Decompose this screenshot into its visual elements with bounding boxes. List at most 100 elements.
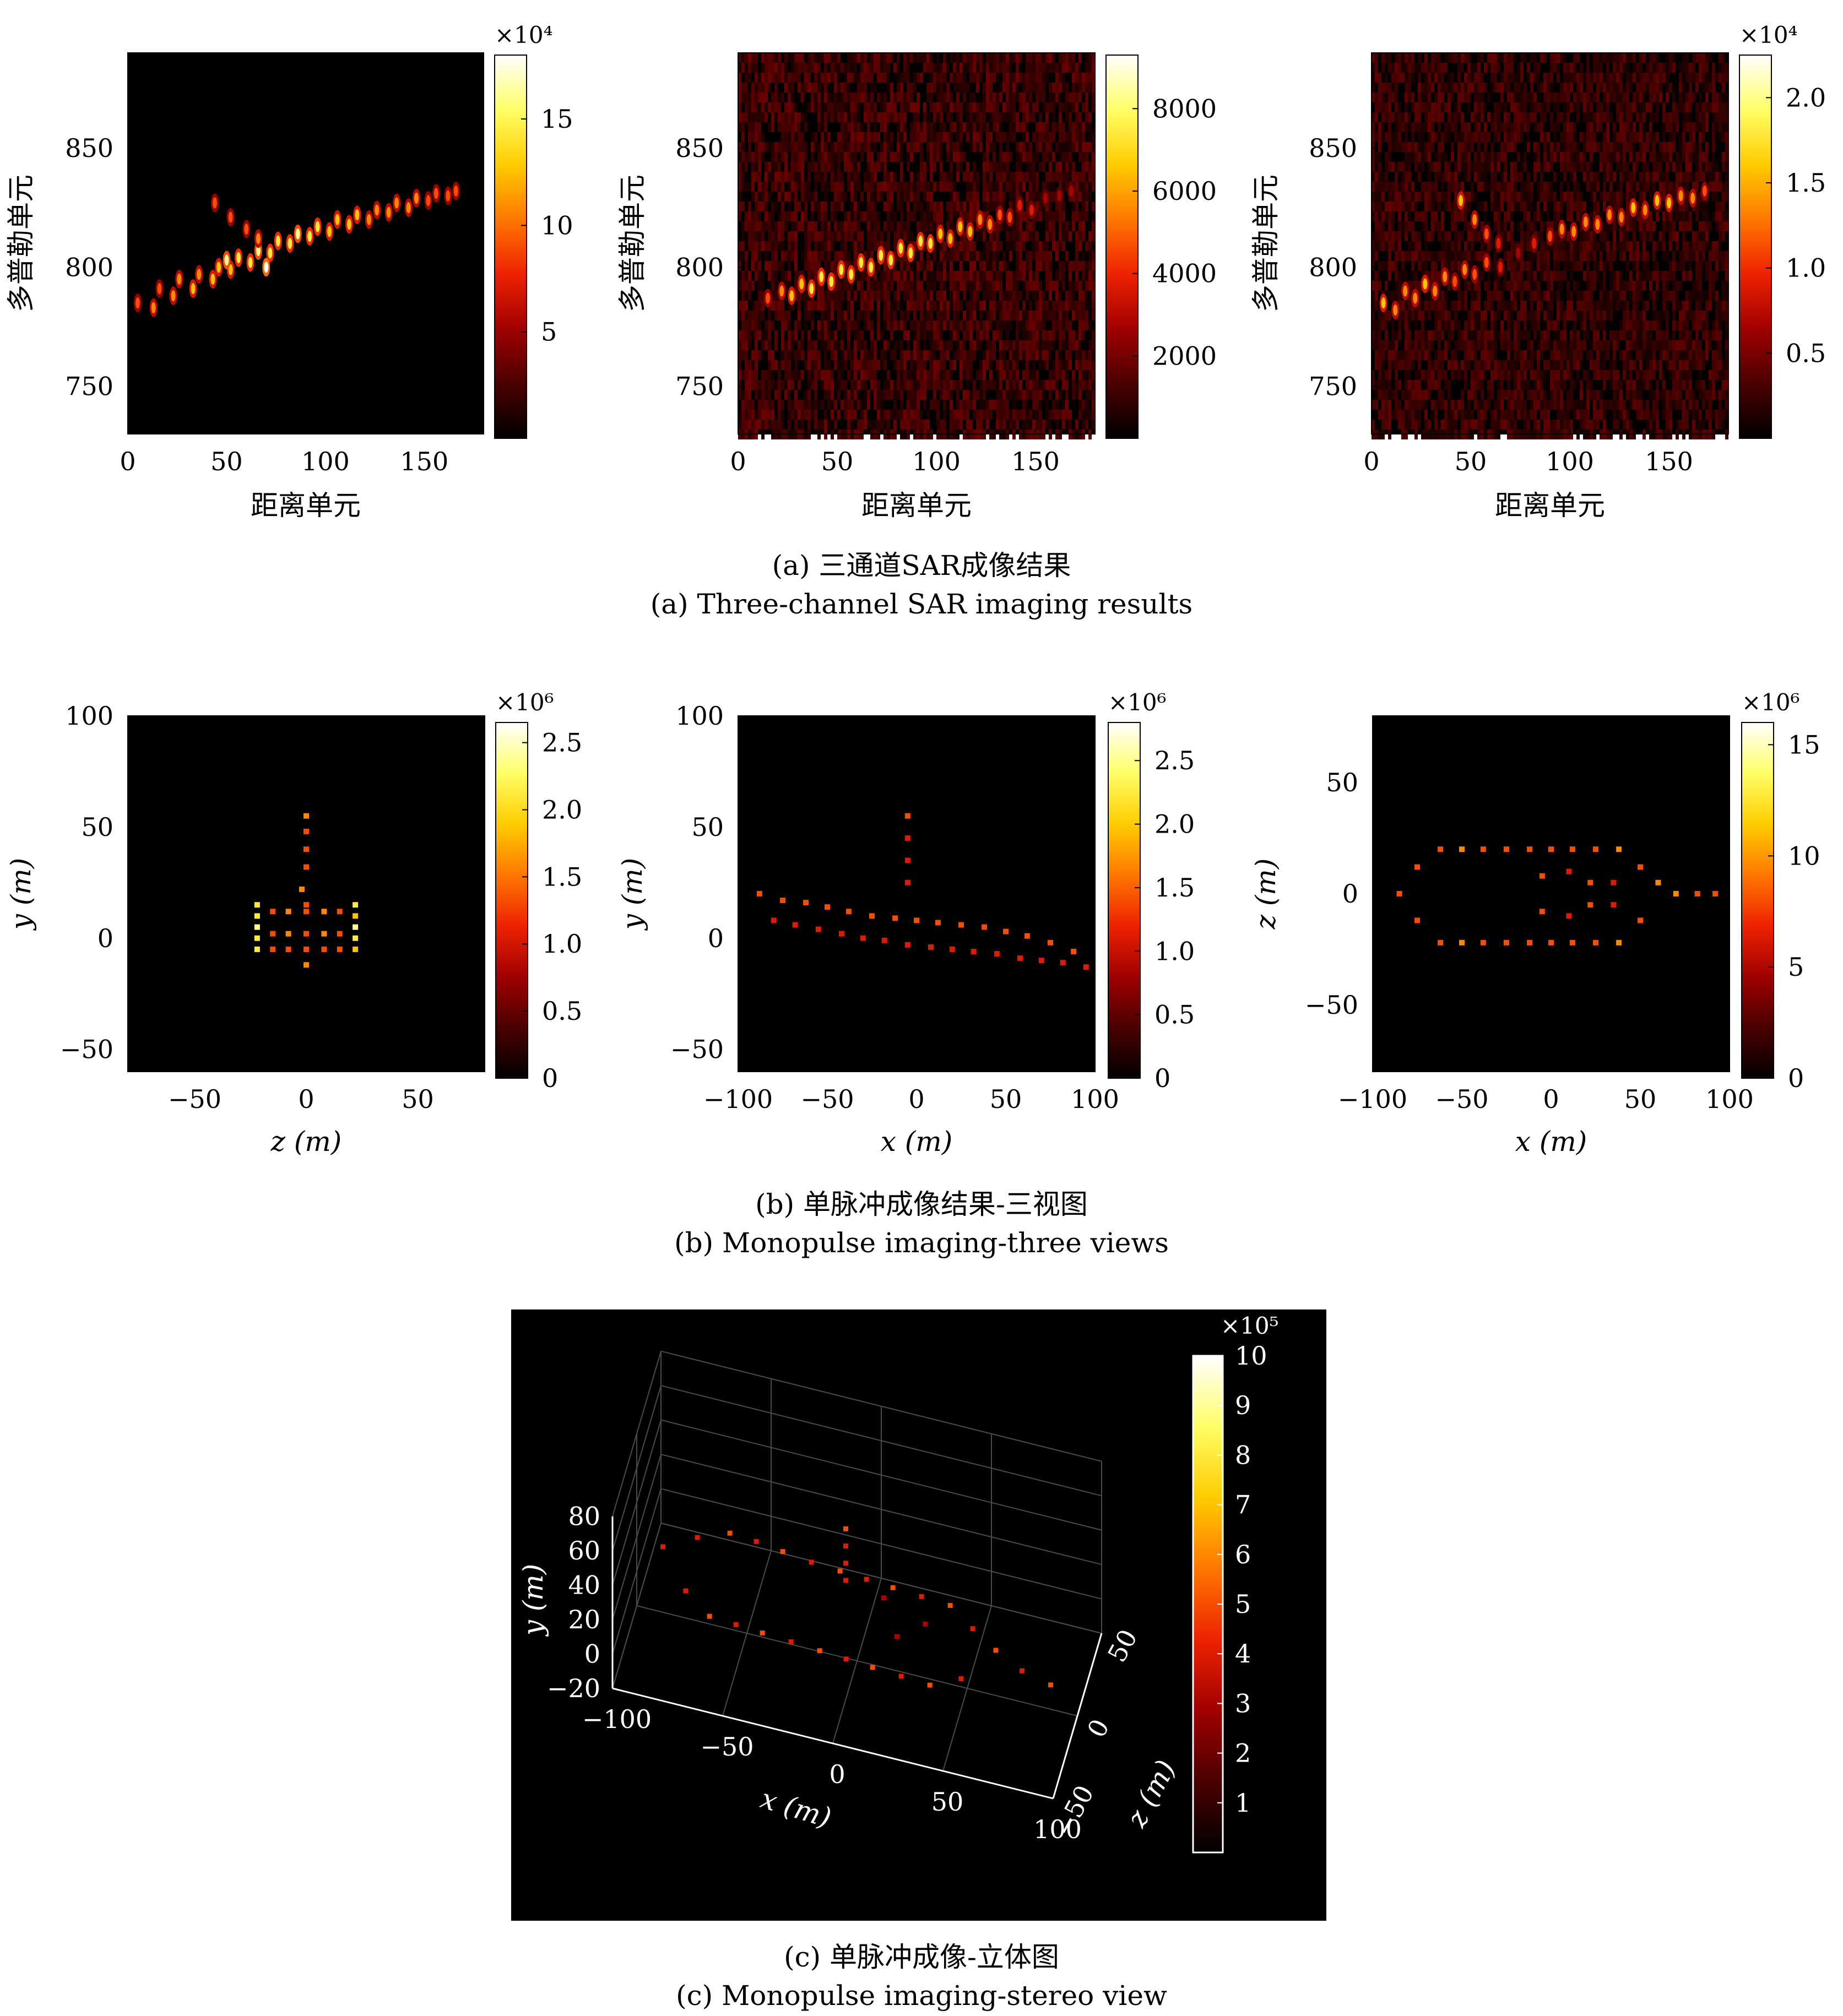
noise-cell [801,142,804,152]
noise-cell [877,162,880,172]
data-point-core [779,286,784,297]
noise-cell [930,400,933,410]
noise-cell [1705,83,1709,93]
noise-cell [854,320,857,330]
noise-cell [933,112,936,122]
noise-cell [1405,152,1408,162]
noise-cell [1692,152,1695,162]
noise-cell [1438,221,1441,231]
noise-cell [1689,122,1692,132]
noise-cell [1715,73,1719,83]
noise-cell [946,301,950,311]
noise-cell [1623,53,1626,63]
noise-cell [1391,112,1395,122]
noise-cell [748,370,751,380]
noise-cell [1586,132,1590,142]
noise-cell [1418,211,1421,221]
noise-cell [1448,182,1451,192]
noise-cell [1052,63,1055,73]
noise-cell [966,83,969,93]
noise-cell [850,221,854,231]
noise-cell [745,261,748,271]
noise-cell [1055,73,1059,83]
noise-cell [1019,53,1022,63]
noise-cell [1022,281,1026,291]
noise-cell [854,340,857,350]
noise-cell [1672,102,1676,112]
noise-cell [1078,291,1082,301]
noise-cell [1510,53,1514,63]
noise-cell [1065,142,1069,152]
noise-cell [1497,202,1500,211]
noise-cell [1676,172,1679,182]
noise-cell [817,53,821,63]
noise-cell [877,192,880,202]
noise-cell [907,202,910,211]
noise-cell [827,320,831,330]
noise-cell [900,261,903,271]
noise-cell [870,330,874,340]
noise-cell [1490,172,1494,182]
noise-cell [791,350,794,360]
noise-cell [1059,241,1062,251]
noise-cell [973,340,976,350]
noise-cell [1557,142,1560,152]
noise-cell [774,182,778,192]
noise-cell [841,251,844,261]
noise-cell [814,102,817,112]
noise-cell [1600,162,1603,172]
noise-cell [946,142,950,152]
noise-cell [1709,53,1712,63]
noise-cell [1643,152,1646,162]
noise-cell [983,320,986,330]
noise-cell [1576,202,1580,211]
noise-cell [841,400,844,410]
noise-cell [751,53,755,63]
noise-cell [953,380,956,390]
noise-cell [1075,301,1078,311]
noise-cell [1039,261,1042,271]
noise-cell [950,400,953,410]
noise-cell [1088,142,1092,152]
noise-cell [946,172,950,182]
noise-cell [864,112,867,122]
noise-cell [798,311,801,320]
noise-cell [1613,122,1616,132]
noise-cell [1029,350,1032,360]
noise-cell [943,301,946,311]
noise-cell [993,53,996,63]
noise-cell [897,410,900,420]
noise-cell [953,152,956,162]
noise-cell [791,83,794,93]
noise-cell [758,380,761,390]
noise-cell [973,162,976,172]
noise-cell [1019,231,1022,241]
x-tick-label: 100 [912,447,961,476]
noise-cell [755,370,758,380]
noise-cell [1606,102,1609,112]
y-tick-label: 750 [65,372,113,401]
noise-cell [976,301,979,311]
noise-cell [1009,83,1012,93]
noise-cell [986,340,989,350]
noise-cell [887,370,890,380]
noise-cell [751,192,755,202]
noise-cell [917,360,920,370]
noise-cell [1039,380,1042,390]
noise-cell [1467,93,1471,102]
noise-cell [920,221,923,231]
noise-cell [768,73,771,83]
noise-cell [1431,142,1434,152]
noise-cell [950,271,953,281]
noise-cell [801,112,804,122]
noise-cell [1487,182,1490,192]
noise-cell [867,370,870,380]
noise-cell [1006,311,1009,320]
noise-cell [794,281,798,291]
colorbar-tick-label: 4000 [1152,259,1217,289]
noise-cell [907,330,910,340]
noise-cell [923,172,926,182]
noise-cell [973,251,976,261]
noise-cell [1012,202,1016,211]
noise-cell [1643,112,1646,122]
